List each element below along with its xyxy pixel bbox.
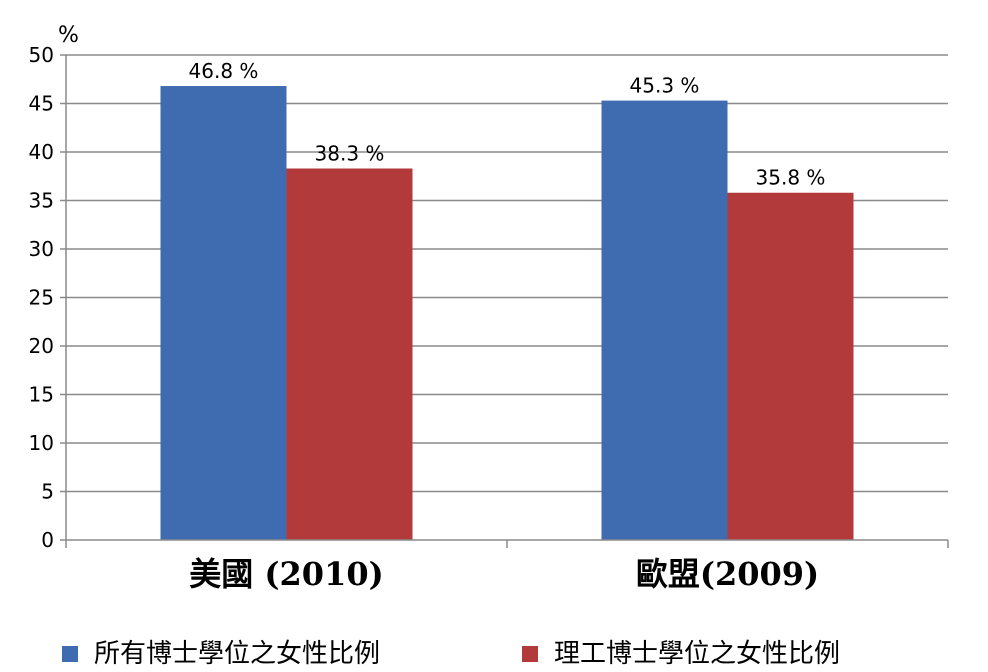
legend: 所有博士學位之女性比例 理工博士學位之女性比例 [62,639,840,669]
y-tick-label: 15 [29,383,54,407]
y-tick-label: 45 [29,92,54,116]
y-tick-label: 35 [29,189,54,213]
bar [727,192,854,541]
bar-value-label: 45.3 % [630,74,700,98]
bar [286,168,413,541]
legend-swatch [522,646,538,662]
y-tick-label: 20 [29,334,54,358]
y-tick-label: 5 [41,480,54,504]
legend-swatch [62,646,78,662]
bar-value-label: 46.8 % [189,59,259,83]
y-tick-label: 10 [29,431,54,455]
data-labels: 46.8 % 38.3 % 45.3 % 35.8 % [189,59,826,190]
bars [160,86,854,541]
y-tick-label: 0 [41,528,54,552]
y-tick-label: 30 [29,237,54,261]
y-unit-label: % [58,23,79,48]
bar-value-label: 38.3 % [315,141,385,165]
y-tick-label: 40 [29,140,54,164]
bar-value-label: 35.8 % [756,166,826,190]
bar [601,100,728,540]
category-labels: 美國 (2010) 歐盟(2009) [189,555,819,593]
legend-label: 所有博士學位之女性比例 [94,639,380,669]
x-category-label: 美國 (2010) [189,555,384,593]
x-category-label: 歐盟(2009) [636,555,819,593]
legend-label: 理工博士學位之女性比例 [554,639,840,669]
y-tick-label: 25 [29,286,54,310]
bar [160,86,287,540]
y-tick-label: 50 [29,43,54,67]
y-tick-labels: 0 5 10 15 20 25 30 35 40 45 50 [29,43,54,552]
axes [60,54,949,548]
